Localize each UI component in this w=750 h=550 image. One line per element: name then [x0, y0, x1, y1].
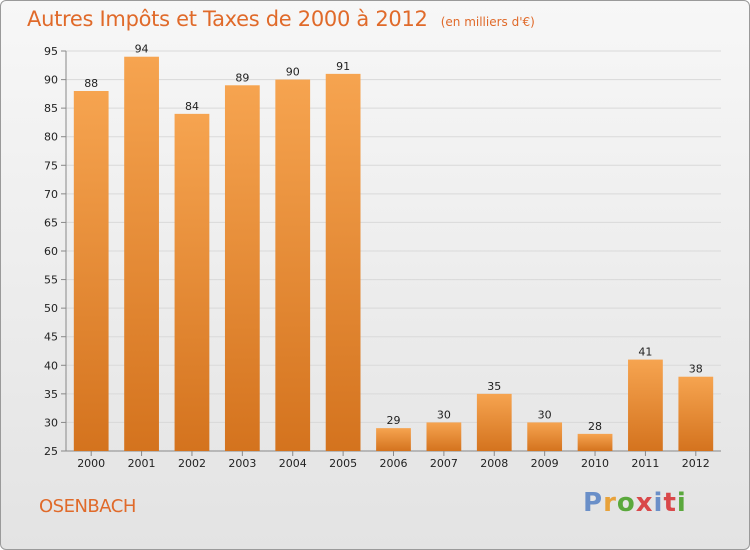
x-tick-label: 2007	[430, 457, 458, 470]
data-label: 30	[538, 408, 552, 421]
data-label: 41	[638, 346, 652, 359]
title-row: Autres Impôts et Taxes de 2000 à 2012 (e…	[27, 7, 535, 31]
data-label: 29	[387, 414, 401, 427]
y-tick-label: 50	[44, 302, 58, 315]
logo-letter: i	[676, 488, 687, 518]
data-label: 88	[84, 77, 98, 90]
x-tick-label: 2010	[581, 457, 609, 470]
y-tick-label: 80	[44, 131, 58, 144]
bar[interactable]	[577, 433, 613, 451]
bar-layer	[73, 56, 714, 452]
bar[interactable]	[224, 85, 260, 452]
label-layer: 88 94 84 89 90 91 29 30 35 30 28 41 38	[84, 43, 703, 433]
x-tick-label: 2005	[329, 457, 357, 470]
x-tick-label: 2011	[631, 457, 659, 470]
bar[interactable]	[376, 428, 411, 451]
data-label: 94	[135, 43, 149, 56]
data-label: 28	[588, 420, 602, 433]
x-tick-label: 2003	[228, 457, 256, 470]
bar[interactable]	[174, 113, 210, 451]
y-tick-label: 30	[44, 416, 58, 429]
bar[interactable]	[628, 359, 663, 451]
y-tick-label: 95	[44, 45, 58, 58]
x-tick-label: 2009	[531, 457, 559, 470]
y-tick-label: 75	[44, 159, 58, 172]
y-tick-label: 85	[44, 102, 58, 115]
y-tick-label: 70	[44, 188, 58, 201]
y-tick-label: 40	[44, 359, 58, 372]
bar[interactable]	[426, 422, 462, 451]
data-label: 38	[689, 363, 703, 376]
data-label: 30	[437, 408, 451, 421]
data-label: 90	[286, 66, 300, 79]
bar[interactable]	[73, 91, 109, 451]
bar[interactable]	[325, 73, 361, 451]
x-tick-label: 2008	[480, 457, 508, 470]
data-label: 35	[487, 380, 501, 393]
chart-title: Autres Impôts et Taxes de 2000 à 2012	[27, 7, 428, 31]
logo-letter: r	[603, 488, 617, 518]
y-tick-label: 60	[44, 245, 58, 258]
x-tick-label: 2012	[682, 457, 710, 470]
x-tick-label: 2002	[178, 457, 206, 470]
logo-letter: t	[663, 488, 677, 518]
logo-letter: i	[653, 488, 664, 518]
grid-layer	[66, 50, 721, 452]
x-tick-label: 2000	[77, 457, 105, 470]
x-tick-label: 2001	[128, 457, 156, 470]
data-label: 89	[235, 71, 249, 84]
y-tick-label: 90	[44, 74, 58, 87]
bar[interactable]	[124, 56, 159, 451]
commune-name: OSENBACH	[39, 496, 136, 517]
y-tick-label: 25	[44, 445, 58, 458]
bar[interactable]	[527, 422, 563, 451]
chart-subtitle: (en milliers d'€)	[440, 15, 535, 29]
proxiti-logo[interactable]: Proxiti	[583, 488, 687, 518]
x-tick-label: 2006	[380, 457, 408, 470]
y-tick-label: 45	[44, 331, 58, 344]
x-tick-label: 2004	[279, 457, 307, 470]
data-label: 84	[185, 100, 199, 113]
y-tick-label: 55	[44, 274, 58, 287]
logo-letter: P	[583, 488, 604, 518]
data-label: 91	[336, 60, 350, 73]
logo-letter: x	[635, 488, 654, 518]
logo-letter: o	[616, 488, 636, 518]
y-tick-label: 35	[44, 388, 58, 401]
y-tick-label: 65	[44, 216, 58, 229]
bar[interactable]	[275, 79, 311, 452]
bar[interactable]	[476, 393, 512, 451]
bar[interactable]	[678, 376, 714, 451]
